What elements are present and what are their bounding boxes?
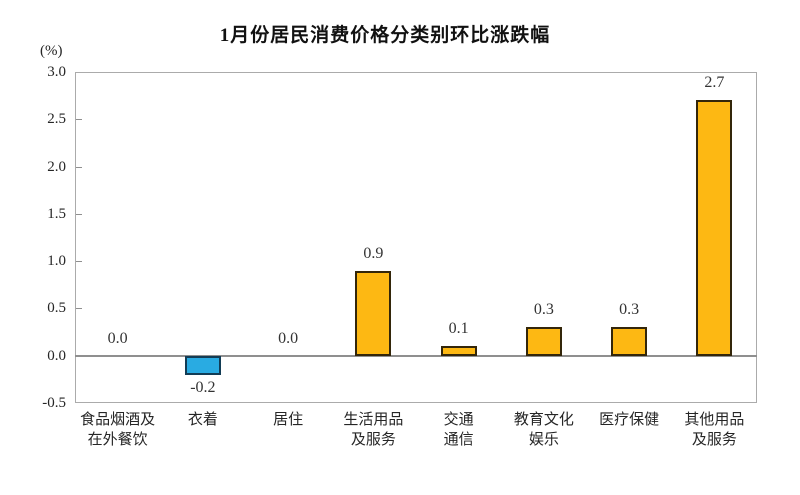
bar-value-label: 0.3	[533, 301, 554, 319]
x-axis-category-label: 衣着	[188, 410, 218, 430]
x-axis-category-line: 及服务	[691, 432, 737, 448]
y-axis-tick-label: 2.0	[47, 158, 66, 175]
bar-value-label: 0.9	[363, 244, 384, 262]
y-axis-tick-mark	[76, 213, 82, 215]
x-axis-category-line: 衣着	[187, 412, 218, 428]
y-axis-unit-label: (%)	[40, 43, 63, 59]
x-axis-category-line: 居住	[273, 412, 304, 428]
x-axis-category-label: 生活用品 及服务	[343, 410, 403, 450]
x-axis-category-label: 其他用品 及服务	[684, 410, 744, 450]
x-axis-category-line: 医疗保健	[599, 412, 660, 428]
y-axis-tick-label: 0.0	[47, 347, 66, 364]
x-axis-category-line: 生活用品	[343, 412, 404, 428]
x-axis-category-label: 医疗保健	[599, 410, 659, 430]
x-axis-category-line: 通信	[443, 432, 474, 448]
x-axis-category-label: 居住	[273, 410, 303, 430]
bar-value-label: 0.1	[448, 320, 469, 338]
x-axis-category-line: 在外餐饮	[87, 432, 148, 448]
bar-value-label: 0.3	[619, 301, 640, 319]
y-axis-tick-label: -0.5	[42, 395, 66, 411]
x-axis-category-label: 教育文化 娱乐	[514, 410, 574, 450]
y-axis-tick-label: 0.5	[47, 300, 66, 317]
zero-baseline	[75, 354, 757, 357]
bar-positive	[525, 327, 562, 356]
bar-positive	[440, 346, 477, 356]
y-axis-tick-mark	[76, 308, 82, 310]
y-axis-tick-mark	[76, 166, 82, 168]
bar-positive	[611, 327, 648, 356]
x-axis-category-label: 交通 通信	[444, 410, 474, 450]
chart-title: 1月份居民消费价格分类别环比涨跌幅	[219, 25, 551, 46]
bar-value-label: 2.7	[704, 74, 725, 92]
x-axis-category-line: 其他用品	[684, 412, 745, 428]
y-axis-tick-label: 1.5	[47, 205, 66, 222]
bar-positive	[355, 270, 392, 356]
bar-positive	[696, 100, 733, 356]
bar-negative	[184, 355, 221, 375]
y-axis-tick-label: 3.0	[47, 64, 66, 80]
bar-value-label: 0.0	[107, 329, 128, 347]
y-axis-tick-mark	[76, 355, 82, 357]
bar-value-label: 0.0	[278, 329, 299, 347]
y-axis-tick-label: 1.0	[47, 253, 66, 270]
x-axis-category-line: 交通	[443, 412, 474, 428]
y-axis-tick-mark	[76, 261, 82, 263]
plot-area	[75, 72, 757, 403]
x-axis-category-line: 教育文化	[513, 412, 574, 428]
x-axis-category-line: 娱乐	[528, 432, 559, 448]
x-axis-category-line: 及服务	[350, 432, 396, 448]
y-axis-tick-label: 2.5	[47, 111, 66, 128]
x-axis-category-line: 食品烟酒及	[80, 412, 156, 428]
x-axis-category-label: 食品烟酒及 在外餐饮	[80, 410, 155, 450]
y-axis-tick-mark	[76, 119, 82, 121]
bar-value-label: -0.2	[190, 378, 216, 396]
